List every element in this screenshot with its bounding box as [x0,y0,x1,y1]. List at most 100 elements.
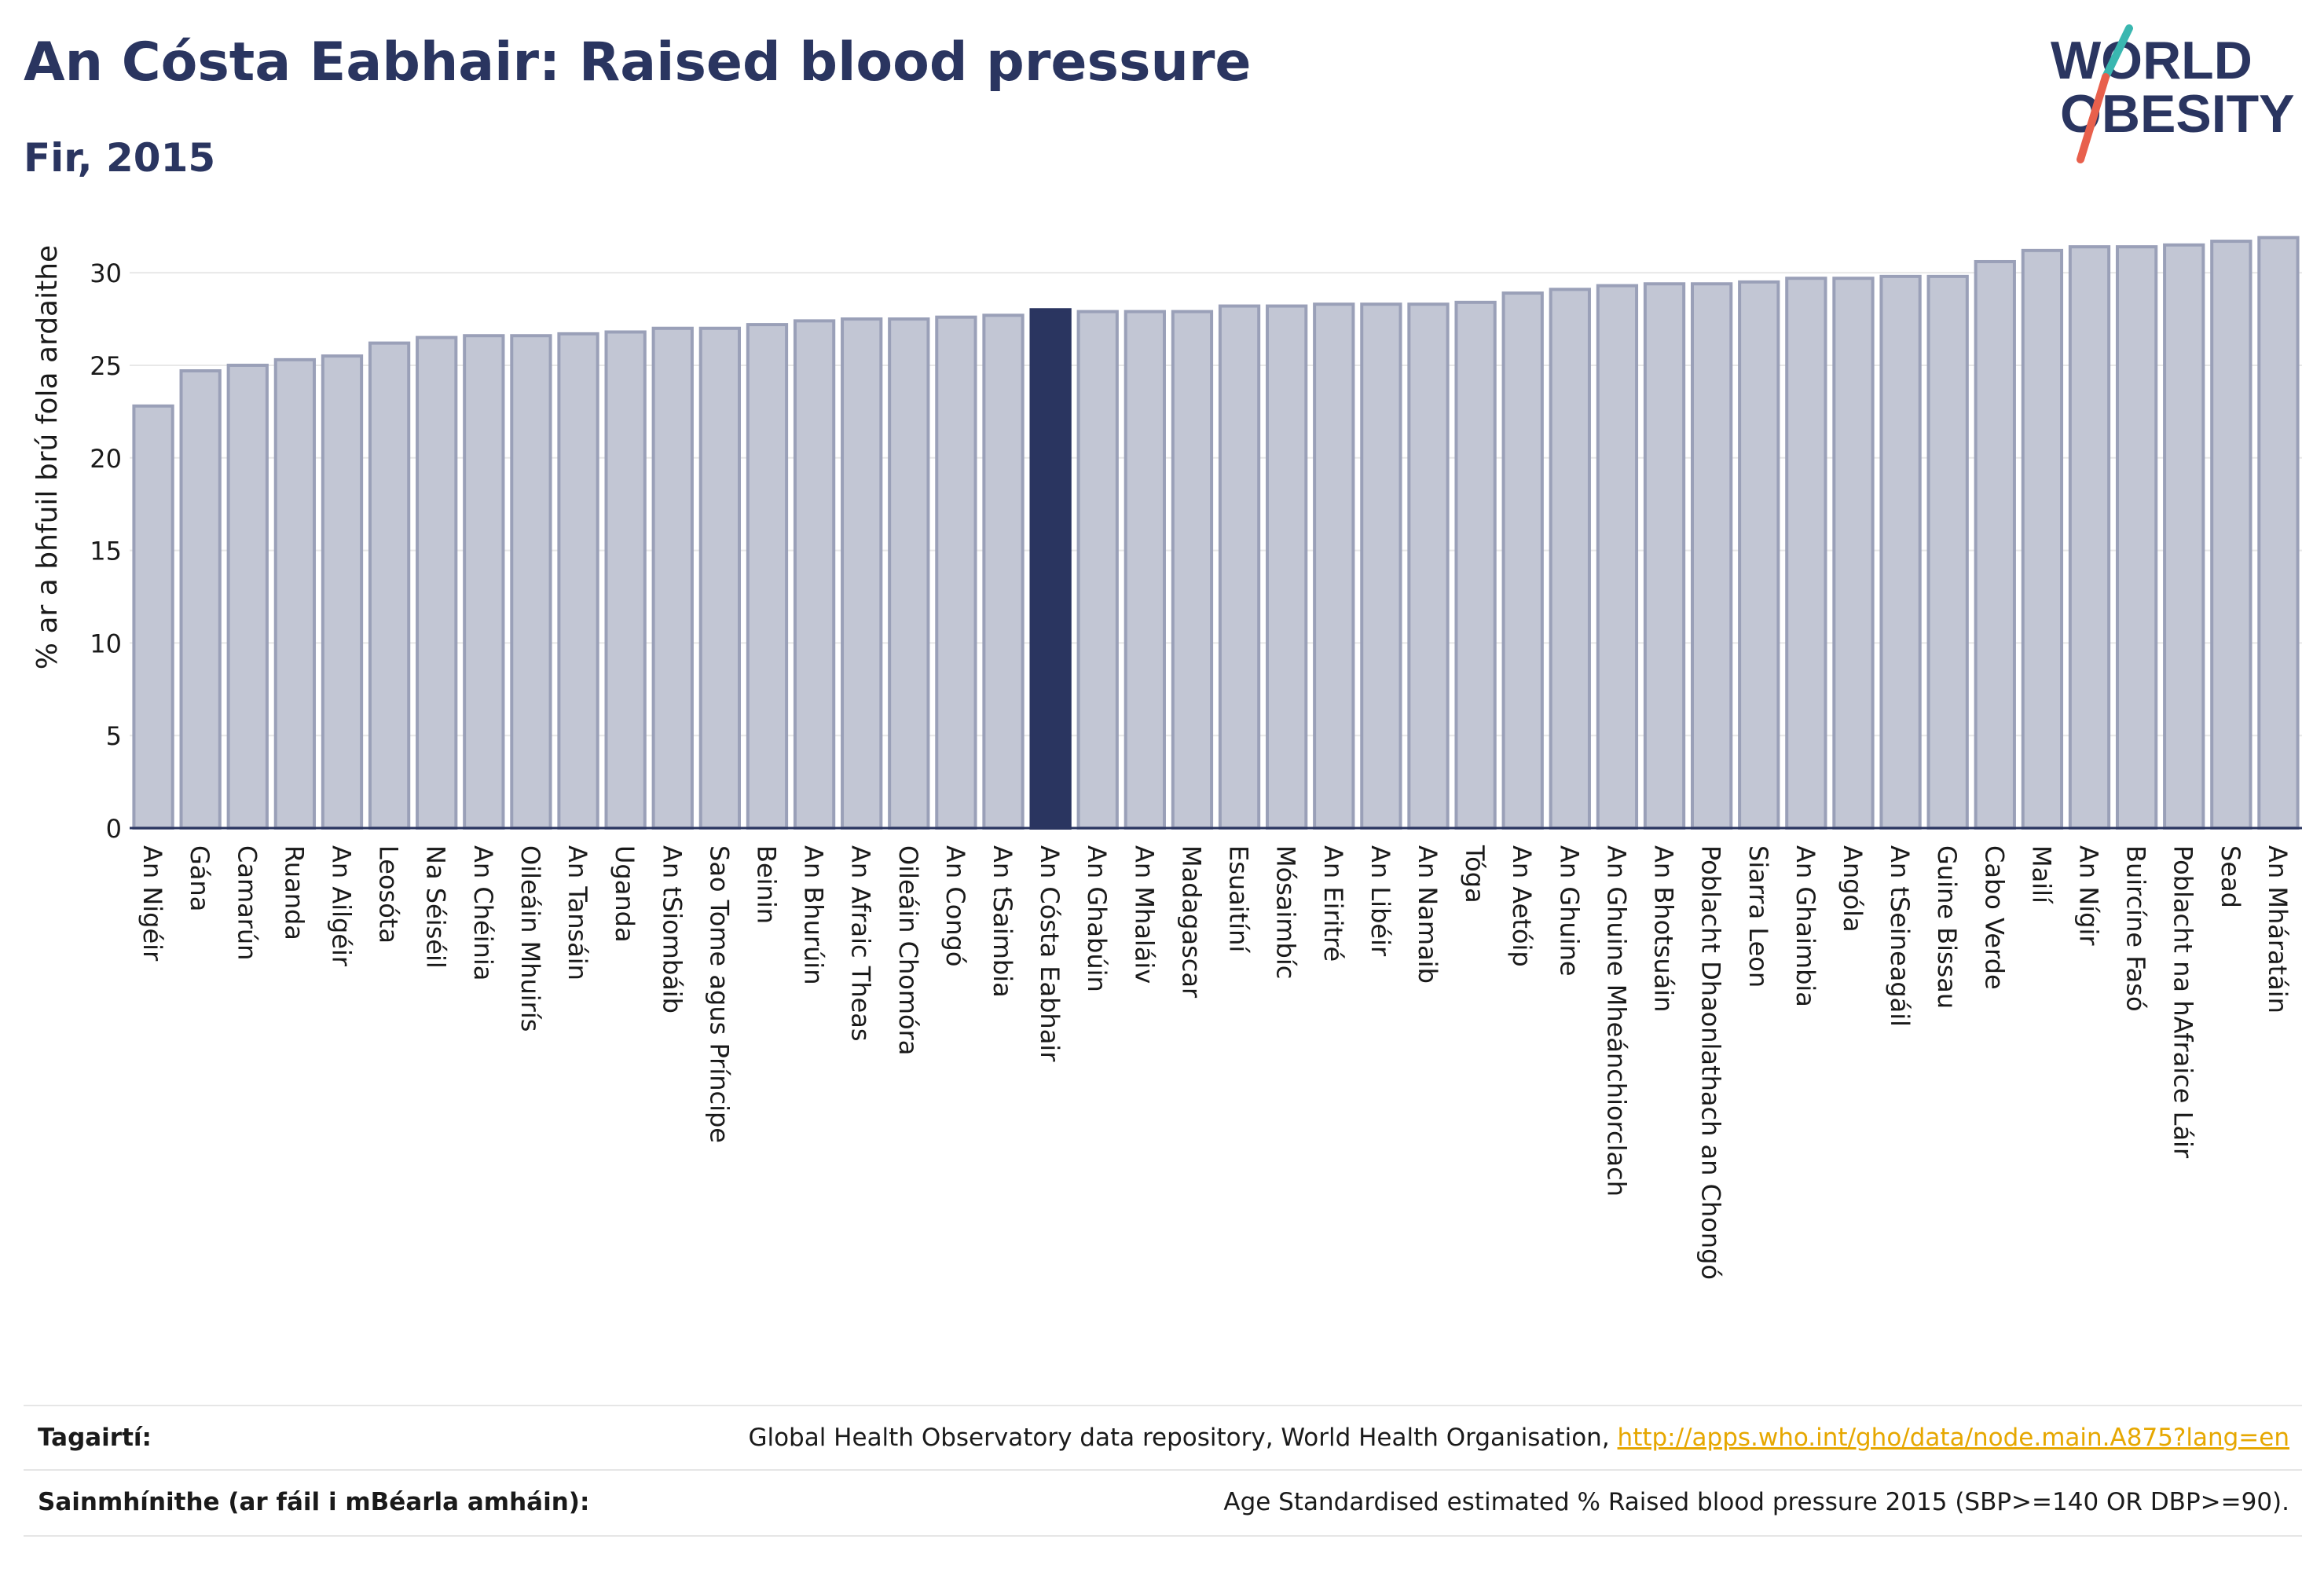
bar [557,332,599,830]
x-tick-label: An Bhurúin [799,845,829,984]
page-title: An Cósta Eabhair: Raised blood pressure [24,31,1252,93]
bar [2163,243,2205,830]
bar [1879,274,1922,830]
x-tick-label: An Congó [940,845,970,966]
bar [321,354,364,830]
logo-slash-teal [2102,24,2133,81]
x-tick-label: An Nígir [2074,845,2104,946]
sources-text: Global Health Observatory data repositor… [748,1424,1610,1452]
bar [1076,310,1119,830]
bar [1171,310,1214,830]
y-tick-label: 25 [90,351,122,381]
logo-slash-coral [2077,73,2110,163]
x-tick-label: Leosóta [374,845,404,944]
bar [935,315,977,830]
x-tick-label: An Tansáin [563,845,592,980]
sources-value: Global Health Observatory data repositor… [748,1424,2289,1452]
bar [841,317,883,830]
x-tick-label: Mailí [2026,845,2056,904]
bar [2257,236,2300,830]
x-tick-label: Camarún [232,845,262,960]
bar [1690,282,1733,830]
bar-highlighted [1029,308,1072,830]
x-tick-label: An Mháratáin [2263,845,2293,1013]
bar [1360,302,1402,830]
bar [226,363,269,830]
bar [2021,248,2064,830]
x-tick-label: Oileáin Mhuirís [515,845,545,1032]
bar [2115,245,2158,830]
x-tick-labels: An Nigéir Gána Camarún Ruanda An Ailgéir Leos… [137,845,2293,1280]
x-tick-label: Guine Bissau [1932,845,1962,1009]
x-tick-label: Tóga [1460,845,1490,903]
x-tick-label: An Bhotsuáin [1649,845,1679,1012]
x-tick-label: An Aetóip [1507,845,1537,967]
bar [604,330,647,830]
definitions-label: Sainmhínithe (ar fáil i mBéarla amháin): [38,1488,590,1516]
x-tick-label: Buircíne Fasó [2121,845,2151,1012]
x-tick-label: Gána [185,845,214,911]
x-tick-label: An Ghuine Mheánchiorclach [1601,845,1631,1197]
x-tick-label: An Eiritré [1318,845,1348,962]
bar [1974,259,2016,830]
y-tick-label: 0 [106,814,122,844]
sources-link[interactable]: http://apps.who.int/gho/data/node.main.A… [1617,1424,2289,1452]
y-tick-label: 15 [90,537,122,566]
x-tick-label: Beinin [751,845,781,924]
x-tick-label: Sao Tome agus Príncipe [704,845,734,1143]
bar [179,369,222,830]
x-tick-label: An Chéinia [468,845,498,980]
world-obesity-logo: WORLD OBESITY [2051,24,2295,163]
page-subtitle: Fir, 2015 [24,135,216,181]
x-tick-label: Cabo Verde [1979,845,2009,990]
x-tick-label: An tSeineagáil [1885,845,1915,1027]
x-tick-label: Madagascar [1176,845,1206,999]
x-tick-label: An Nigéir [137,845,167,962]
x-tick-label: An Afraic Theas [846,845,876,1042]
bar [416,335,458,830]
bar [273,357,317,830]
definitions-text: Age Standardised estimated % Raised bloo… [1223,1488,2289,1516]
x-tick-label: Poblacht na hAfraice Láir [2168,845,2198,1159]
x-tick-label: Siarra Leon [1743,845,1773,988]
bar [793,319,836,830]
bar [1549,288,1591,830]
x-tick-label: An Mhaláiv [1129,845,1159,984]
bar [1738,280,1780,830]
bar [463,334,505,830]
bar [982,313,1025,830]
bar [1407,302,1450,830]
x-tick-label: Oileáin Chomóra [893,845,923,1055]
bar [368,341,411,830]
bar [1313,302,1355,830]
x-tick-label: An Ghabúin [1082,845,1112,992]
x-tick-label: An Ailgéir [326,845,356,967]
x-tick-label: Mósaimbíc [1271,845,1301,979]
y-tick-label: 10 [90,629,122,658]
x-tick-label: Uganda [610,845,640,943]
bar [888,317,930,830]
bar [1454,300,1497,830]
bar [1501,291,1544,830]
y-tick-label: 30 [90,258,122,288]
bar [1596,284,1639,830]
y-tick-labels: 0 5 10 15 20 25 30 [90,258,122,844]
bar [698,326,742,830]
x-tick-label: An Libéir [1365,845,1395,957]
bar [1832,277,1875,830]
definitions-row: Sainmhínithe (ar fáil i mBéarla amháin):… [24,1469,2302,1537]
bars [132,236,2300,830]
x-tick-label: An tSaimbia [988,845,1017,998]
bar [2210,240,2253,830]
bar [510,334,552,830]
x-tick-label: An Ghuine [1554,845,1584,977]
x-tick-label: An Ghaimbia [1791,845,1820,1007]
bar [1785,277,1827,830]
x-tick-label: An Namaib [1413,845,1442,984]
x-tick-label: Poblacht Dhaonlathach an Chongó [1696,845,1726,1280]
x-tick-label: An tSiombáib [657,845,687,1013]
bar [746,323,789,830]
bar [1643,282,1686,830]
y-tick-label: 5 [106,721,122,751]
x-tick-label: Angóla [1838,845,1868,933]
